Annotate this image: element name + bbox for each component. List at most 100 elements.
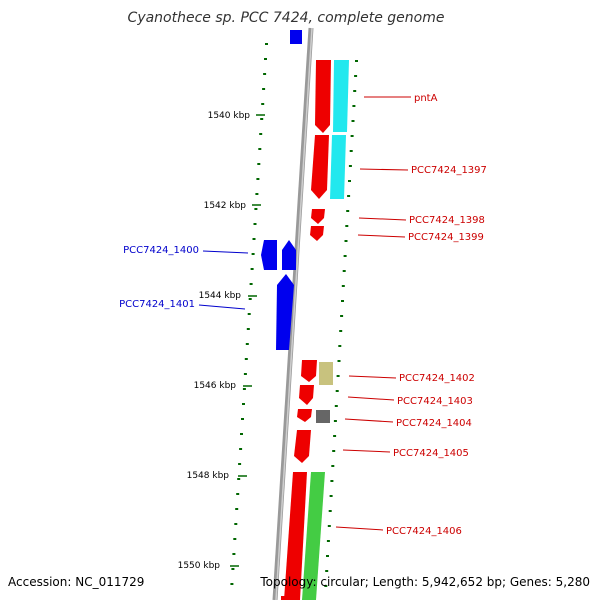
gene-label[interactable]: PCC7424_1401 [119,299,195,310]
gene-pcc7424-1400-left[interactable] [261,240,277,270]
leader-line [202,250,249,254]
tick-dot [348,165,352,167]
tick-dot [230,583,234,585]
gene-pcc7424-1405[interactable] [294,430,311,463]
tick-dot [348,180,351,182]
leader-line [348,375,397,379]
gene-pcc7424-1400-right[interactable] [282,240,296,270]
topology-text: Topology: circular; Length: 5,942,652 bp… [259,575,590,589]
gene-label[interactable]: PCC7424_1397 [411,165,487,176]
tick-dot [344,240,348,242]
accession-text: Accession: NC_011729 [8,575,144,589]
gene-next[interactable] [281,596,295,600]
gene-label[interactable]: pntA [414,93,438,104]
tick-dot [349,150,353,152]
tick-track-right [324,60,358,587]
tick-dot [235,508,239,510]
leader-line [335,526,384,531]
tick-dot [240,433,243,435]
gene-pcc7424-1404[interactable] [297,409,312,422]
gene-label[interactable]: PCC7424_1399 [408,232,484,243]
gene-labels: pntA PCC7424_1397 PCC7424_1398 PCC7424_1… [119,93,487,537]
leader-line [347,396,395,401]
gene-pcc7424-1406[interactable] [284,472,307,600]
gene-reverse[interactable] [290,30,302,44]
tick-dot [234,523,238,525]
kbp-label: 1540 kbp [208,111,251,121]
gene-label[interactable]: PCC7424_1405 [393,448,469,459]
tick-dot [339,330,343,332]
tick-dot [250,268,254,270]
gene-label[interactable]: PCC7424_1400 [123,245,199,256]
tick-dot [252,238,256,240]
feature-green[interactable] [302,472,325,600]
gene-label[interactable]: PCC7424_1402 [399,373,475,384]
reverse-strand-genes [261,30,302,350]
tick-dot [340,315,344,317]
tick-dot [346,210,350,212]
tick-dot [253,223,257,225]
gene-label[interactable]: PCC7424_1403 [397,396,473,407]
tick-dot [338,345,342,347]
tick-dot [326,540,330,542]
gene-pcc7424-1399[interactable] [310,226,324,241]
tick-dot [241,418,244,420]
tick-dot [355,60,358,62]
tick-track-left [230,43,268,585]
tick-dot [249,283,253,285]
tick-dot [239,448,243,450]
leader-line [198,304,246,310]
tick-dot [335,390,339,392]
tick-dot [237,478,241,480]
tick-dot [327,525,331,527]
gene-pcc7424-1403[interactable] [299,385,314,405]
leader-line [359,168,409,171]
tick-dot [246,328,250,330]
tick-dot [254,208,258,210]
tick-dot [264,58,267,60]
tick-dot [242,403,245,405]
tick-dot [242,388,246,390]
tick-dot [347,195,351,197]
gene-label[interactable]: PCC7424_1406 [386,526,462,537]
tick-dot [341,285,345,287]
tick-dot [332,450,336,452]
tick-dot [256,178,260,180]
tick-dot [337,360,341,362]
gene-label[interactable]: PCC7424_1404 [396,418,472,429]
tick-dot [245,343,249,345]
gene-pnta[interactable] [315,60,331,133]
tick-dot [263,73,267,75]
kbp-label: 1542 kbp [204,201,247,211]
kbp-label: 1548 kbp [187,471,230,481]
genome-backbone-highlight [275,27,313,600]
gene-pcc7424-1401[interactable] [276,274,294,350]
tick-dot [260,118,264,120]
map-title: Cyanothece sp. PCC 7424, complete genome [128,10,445,26]
tick-dot [251,253,255,255]
feature-cyan[interactable] [330,135,346,199]
gene-pcc7424-1398[interactable] [311,209,325,224]
tick-dot [255,193,259,195]
tick-dot [231,568,235,570]
tick-dot [232,553,236,555]
tick-dot [328,510,332,512]
forward-strand-genes [281,60,331,600]
feature-cyan[interactable] [333,60,349,132]
tick-dot [244,358,248,360]
tick-dot [238,463,242,465]
tick-dot [262,88,266,90]
kbp-label: 1544 kbp [199,291,242,301]
tick-dot [331,465,335,467]
feature-khaki[interactable] [319,362,333,385]
tick-dot [336,375,340,377]
feature-gray[interactable] [316,410,330,423]
kbp-label: 1546 kbp [194,381,237,391]
tick-dot [265,43,268,45]
gene-pcc7424-1402[interactable] [301,360,317,382]
gene-pcc7424-1397[interactable] [311,135,329,199]
gene-label[interactable]: PCC7424_1398 [409,215,485,226]
leader-line [342,449,391,453]
tick-dot [354,75,358,77]
